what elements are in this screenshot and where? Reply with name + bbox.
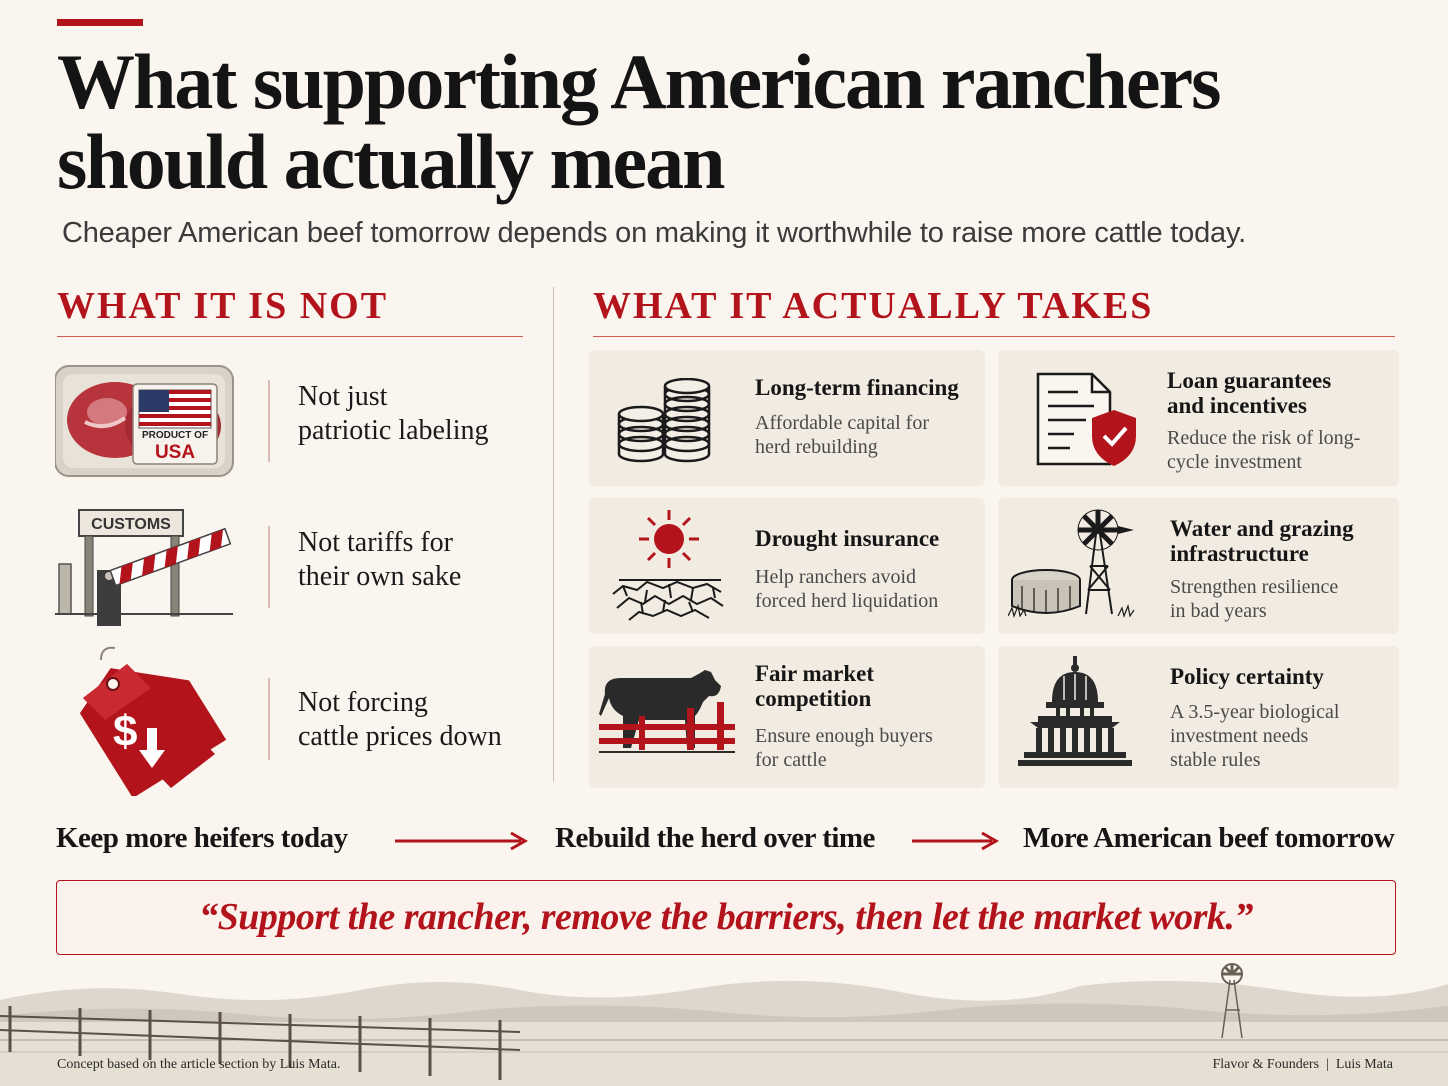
section-rule-takes: [593, 336, 1395, 337]
not-item-labeling: PRODUCT OF USA Not just patriotic labeli…: [54, 362, 535, 482]
card-title: Water and grazing infrastructure: [1170, 516, 1354, 566]
card-water-grazing: Water and grazing infrastructure Strengt…: [998, 498, 1399, 634]
card-description: Reduce the risk of long- cycle investmen…: [1167, 427, 1361, 473]
card-title: Loan guarantees and incentives: [1167, 368, 1332, 418]
card-title: Long-term financing: [755, 375, 959, 400]
windmill-tank-icon: [1007, 506, 1142, 624]
section-heading-takes: WHAT IT ACTUALLY TAKES: [593, 285, 1154, 327]
svg-text:USA: USA: [155, 442, 195, 463]
card-loan-guarantees: Loan guarantees and incentives Reduce th…: [998, 350, 1399, 486]
coin-stacks-icon: [617, 377, 713, 468]
page-title: What supporting American ranchers should…: [57, 38, 1222, 205]
section-rule-not: [57, 336, 523, 337]
footer-brand: Flavor & Founders | Luis Mata: [1212, 1057, 1393, 1072]
svg-text:$: $: [113, 707, 137, 756]
item-separator: [268, 678, 270, 760]
beef-package-icon: PRODUCT OF USA: [54, 362, 235, 482]
card-title: Drought insurance: [755, 526, 940, 551]
not-item-label: Not forcing cattle prices down: [298, 687, 502, 752]
quote-text: “Support the rancher, remove the barrier…: [199, 896, 1253, 938]
card-description: Ensure enough buyers for cattle: [755, 725, 933, 771]
card-long-term-financing: Long-term financing Affordable capital f…: [589, 350, 985, 486]
capitol-icon: [1016, 656, 1134, 772]
not-item-label: Not tariffs for their own sake: [298, 527, 462, 592]
ranch-landscape-illustration: [0, 960, 1448, 1086]
card-description: Help ranchers avoid forced herd liquidat…: [755, 566, 939, 612]
not-item-tariffs: CUSTOMS Not tariffs for their own sake: [55, 508, 535, 628]
sun-drought-icon: [609, 508, 729, 628]
not-item-prices: $ Not forcing cattle prices down: [55, 646, 535, 799]
price-tag-down-icon: $: [55, 646, 235, 799]
document-shield-icon: [1034, 370, 1140, 474]
section-heading-not: WHAT IT IS NOT: [57, 285, 389, 327]
arrow-right-icon: [912, 831, 1000, 851]
item-separator: [268, 526, 270, 608]
card-description: Affordable capital for herd rebuilding: [755, 412, 929, 458]
customs-barrier-icon: CUSTOMS: [55, 508, 235, 628]
arrow-right-icon: [395, 831, 529, 851]
card-policy-certainty: Policy certainty A 3.5-year biological i…: [998, 646, 1399, 788]
svg-text:CUSTOMS: CUSTOMS: [91, 516, 171, 533]
svg-text:PRODUCT OF: PRODUCT OF: [142, 430, 208, 441]
card-fair-market: Fair market competition Ensure enough bu…: [589, 646, 985, 788]
footer-credit: Concept based on the article section by …: [57, 1057, 341, 1072]
card-description: A 3.5-year biological investment needs s…: [1170, 701, 1340, 771]
not-item-label: Not just patriotic labeling: [298, 381, 489, 446]
cow-fence-icon: [599, 666, 735, 760]
card-title: Policy certainty: [1170, 664, 1324, 689]
item-separator: [268, 380, 270, 462]
column-divider: [553, 287, 554, 782]
flow-step-3: More American beef tomorrow: [1023, 822, 1395, 854]
accent-bar: [57, 19, 143, 26]
card-drought-insurance: Drought insurance Help ranchers avoid fo…: [589, 498, 985, 634]
card-title: Fair market competition: [755, 661, 875, 711]
flow-step-1: Keep more heifers today: [56, 822, 348, 854]
flow-step-2: Rebuild the herd over time: [555, 822, 875, 854]
card-description: Strengthen resilience in bad years: [1170, 576, 1339, 622]
quote-box: “Support the rancher, remove the barrier…: [56, 880, 1396, 955]
page-subtitle: Cheaper American beef tomorrow depends o…: [62, 217, 1246, 249]
